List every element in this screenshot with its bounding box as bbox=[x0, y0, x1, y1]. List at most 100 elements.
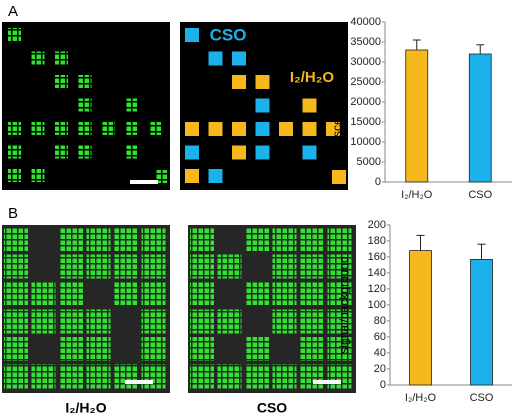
array-spot bbox=[208, 122, 223, 136]
image-label: CSO bbox=[257, 400, 287, 416]
array-spot bbox=[232, 122, 246, 136]
array-block bbox=[59, 227, 83, 251]
array-spot bbox=[232, 75, 246, 89]
array-block bbox=[114, 227, 138, 251]
y-tick-label: 140 bbox=[368, 267, 386, 279]
array-block bbox=[300, 282, 324, 306]
array-block bbox=[217, 364, 242, 389]
array-block bbox=[86, 364, 111, 389]
y-tick-label: 40000 bbox=[350, 16, 381, 28]
array-block bbox=[114, 254, 138, 279]
scale-bar bbox=[130, 180, 158, 184]
array-spot bbox=[55, 75, 68, 88]
array-block bbox=[141, 309, 166, 334]
array-block bbox=[4, 282, 28, 306]
array-block bbox=[327, 227, 352, 251]
array-block bbox=[59, 364, 83, 389]
array-spot bbox=[78, 75, 92, 88]
bar bbox=[468, 53, 492, 183]
array-spot bbox=[31, 169, 45, 182]
array-block bbox=[300, 364, 324, 389]
array-block bbox=[300, 254, 324, 279]
scale-bar bbox=[125, 380, 153, 384]
y-tick-label: 40 bbox=[374, 347, 386, 359]
array-block bbox=[31, 364, 56, 389]
array-block bbox=[272, 309, 297, 334]
array-block bbox=[141, 227, 166, 251]
array-spot bbox=[102, 122, 115, 135]
array-spot bbox=[31, 122, 45, 135]
array-block bbox=[86, 227, 111, 251]
array-block bbox=[272, 364, 297, 389]
array-block bbox=[190, 364, 214, 389]
array-block bbox=[300, 337, 324, 361]
array-spot bbox=[185, 28, 199, 42]
array-block bbox=[59, 254, 83, 279]
image-label: CSO bbox=[210, 25, 247, 44]
array-spot bbox=[332, 170, 346, 184]
array-spot bbox=[232, 145, 246, 160]
array-block bbox=[245, 337, 269, 361]
array-block bbox=[217, 309, 242, 334]
array-spot bbox=[185, 169, 199, 183]
array-block bbox=[217, 254, 242, 279]
array-block bbox=[327, 254, 352, 279]
array-block bbox=[245, 227, 269, 251]
array-block bbox=[59, 309, 83, 334]
image-label: I₂/H₂O bbox=[65, 400, 106, 416]
array-spot bbox=[8, 169, 21, 182]
array-spot bbox=[8, 28, 21, 41]
array-spot bbox=[8, 145, 21, 159]
array-spot bbox=[155, 170, 168, 183]
array-block bbox=[190, 227, 214, 251]
array-block bbox=[4, 227, 28, 251]
x-tick-label: CSO bbox=[468, 189, 492, 201]
array-block bbox=[86, 254, 111, 279]
array-spot bbox=[208, 169, 223, 183]
array-spot bbox=[302, 122, 317, 136]
scale-bar bbox=[313, 380, 341, 384]
y-tick-label: 120 bbox=[368, 283, 386, 295]
array-spot bbox=[55, 122, 68, 135]
array-block bbox=[4, 309, 28, 334]
panel-label: A bbox=[8, 3, 18, 20]
x-tick-label: I₂/H₂O bbox=[401, 189, 433, 201]
array-spot bbox=[326, 122, 340, 136]
x-tick-label: CSO bbox=[470, 392, 494, 404]
y-tick-label: 0 bbox=[380, 379, 386, 391]
array-block bbox=[86, 309, 111, 334]
array-spot bbox=[78, 145, 92, 159]
array-spot bbox=[185, 122, 199, 136]
array-block bbox=[300, 227, 324, 251]
array-block bbox=[327, 364, 352, 389]
array-block bbox=[86, 337, 111, 361]
array-spot bbox=[302, 98, 317, 113]
array-spot bbox=[255, 75, 270, 89]
array-block bbox=[190, 282, 214, 306]
array-block bbox=[4, 254, 28, 279]
array-block bbox=[59, 337, 83, 361]
array-spot bbox=[78, 122, 92, 135]
array-spot bbox=[208, 51, 223, 66]
array-block bbox=[31, 282, 56, 306]
y-tick-label: 35000 bbox=[350, 36, 381, 48]
array-block bbox=[141, 254, 166, 279]
array-spot bbox=[279, 122, 293, 136]
array-spot bbox=[255, 98, 270, 113]
array-spot bbox=[302, 145, 317, 160]
y-tick-label: 30000 bbox=[350, 56, 381, 68]
y-tick-label: 60 bbox=[374, 331, 386, 343]
y-tick-label: 200 bbox=[368, 219, 386, 231]
array-block bbox=[141, 337, 166, 361]
array-block bbox=[245, 364, 269, 389]
array-block bbox=[141, 364, 166, 389]
bar bbox=[405, 49, 429, 183]
image-label: I₂/H₂O bbox=[290, 69, 334, 86]
array-spot bbox=[31, 51, 45, 65]
array-block bbox=[114, 364, 138, 389]
array-spot bbox=[255, 145, 270, 160]
bar bbox=[409, 250, 432, 386]
array-block bbox=[190, 309, 214, 334]
array-spot bbox=[185, 145, 199, 160]
y-axis-label: signal/background bbox=[337, 256, 351, 353]
